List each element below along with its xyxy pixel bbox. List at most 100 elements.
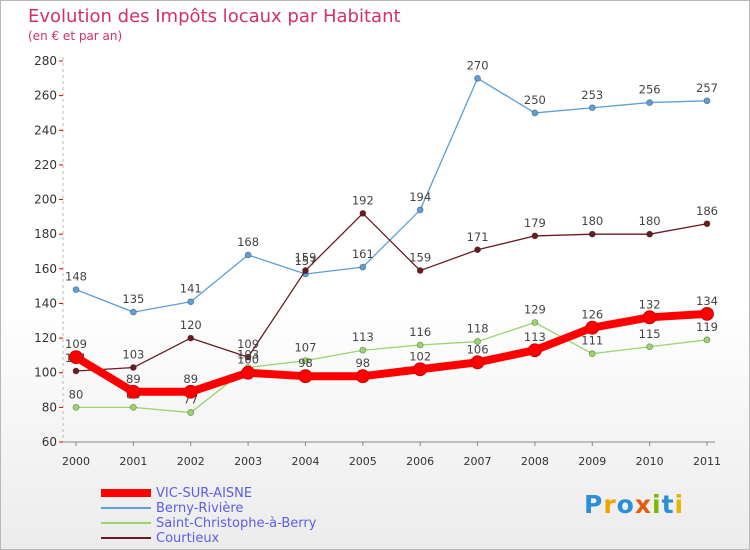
series-line	[72, 309, 711, 396]
data-label: 115	[639, 327, 661, 341]
data-point	[646, 99, 654, 106]
data-label: 80	[69, 387, 84, 401]
data-label: 129	[524, 303, 546, 317]
data-label: 135	[122, 292, 144, 306]
data-point	[416, 206, 424, 214]
data-label: 111	[581, 334, 603, 348]
legend-label: Courtieux	[156, 531, 220, 546]
data-point	[129, 403, 137, 411]
x-tick-label: 2009	[578, 455, 606, 468]
x-tick-label: 2001	[119, 455, 147, 468]
y-tick-label: 280	[34, 54, 57, 68]
data-point	[703, 220, 711, 228]
data-point	[187, 409, 195, 416]
y-tick-label: 140	[34, 296, 57, 310]
x-tick-label: 2003	[234, 455, 262, 468]
data-label: 126	[581, 308, 603, 322]
data-label: 179	[524, 216, 546, 230]
data-point	[359, 263, 367, 271]
data-point	[703, 97, 711, 105]
x-tick-label: 2000	[62, 455, 90, 468]
y-tick-label: 180	[34, 227, 57, 241]
logo-letter: i	[674, 490, 685, 519]
data-point	[126, 384, 141, 399]
data-label: 194	[409, 190, 431, 204]
data-label: 256	[639, 83, 661, 97]
data-point	[474, 338, 481, 345]
data-label: 186	[696, 204, 718, 218]
data-label: 120	[180, 318, 202, 332]
data-label: 102	[409, 349, 431, 363]
data-point	[72, 286, 80, 294]
data-point	[187, 334, 195, 342]
proxiti-logo: Proxiti	[584, 490, 684, 519]
data-label: 159	[409, 251, 431, 265]
x-tick-label: 2008	[521, 455, 549, 468]
data-point	[355, 369, 370, 384]
data-point	[585, 320, 600, 335]
y-tick-label: 200	[34, 193, 57, 207]
data-point	[302, 357, 309, 365]
data-point	[244, 353, 252, 361]
data-label: 118	[467, 322, 489, 336]
legend-swatch	[101, 507, 151, 509]
x-tick-label: 2004	[291, 455, 319, 468]
data-point	[588, 104, 596, 112]
data-label: 250	[524, 93, 546, 107]
data-point	[646, 343, 654, 351]
data-point	[244, 251, 252, 259]
data-point	[129, 364, 137, 371]
logo-letter: x	[634, 490, 652, 519]
data-label: 148	[65, 270, 87, 284]
data-label: 103	[237, 348, 259, 362]
legend-swatch	[101, 522, 151, 524]
data-label: 180	[581, 214, 603, 228]
data-point	[531, 109, 539, 117]
logo-letter: i	[652, 490, 662, 519]
legend-swatch	[101, 537, 151, 539]
data-point	[470, 355, 485, 370]
data-label: 113	[352, 330, 374, 344]
data-point	[413, 362, 428, 377]
data-label: 89	[126, 372, 141, 386]
data-label: 253	[581, 88, 603, 102]
logo-letter: t	[661, 490, 675, 519]
data-label: 141	[180, 282, 202, 296]
data-point	[642, 310, 657, 325]
x-tick-label: 2006	[406, 455, 434, 468]
data-point	[183, 384, 198, 399]
chart-subtitle: (en € et par an)	[28, 29, 123, 43]
data-point	[474, 246, 481, 254]
data-label: 192	[352, 193, 374, 207]
data-point	[72, 403, 80, 411]
y-tick-label: 100	[34, 366, 57, 380]
data-label: 107	[294, 341, 316, 355]
series-line	[75, 321, 708, 414]
x-tick-label: 2005	[349, 455, 377, 468]
legend-label: Berny-Rivière	[156, 501, 244, 516]
data-label: 134	[696, 294, 718, 308]
data-point	[416, 267, 424, 274]
data-point	[528, 343, 542, 358]
y-tick-label: 60	[42, 435, 57, 449]
data-point	[72, 367, 80, 375]
series-line	[75, 212, 708, 372]
data-point	[588, 350, 596, 358]
legend-label: VIC-SUR-AISNE	[156, 486, 253, 501]
data-point	[646, 230, 654, 238]
data-point	[703, 336, 711, 344]
data-label: 89	[183, 372, 198, 386]
logo-letter: r	[603, 490, 617, 519]
data-label: 132	[639, 297, 661, 311]
y-tick-label: 160	[34, 262, 57, 276]
y-tick-label: 240	[34, 123, 57, 137]
x-tick-label: 2002	[177, 455, 205, 468]
data-point	[700, 306, 714, 321]
data-label: 98	[298, 356, 313, 370]
x-tick-label: 2007	[464, 455, 492, 468]
data-label: 171	[467, 230, 489, 244]
data-point	[129, 308, 137, 316]
legend-label: Saint-Christophe-à-Berry	[156, 516, 317, 531]
